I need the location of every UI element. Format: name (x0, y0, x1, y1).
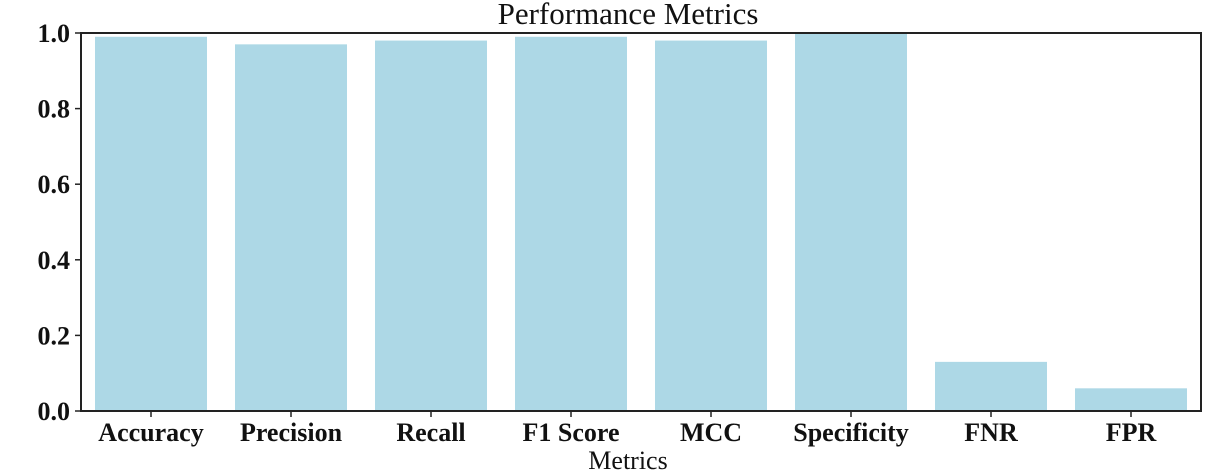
plot-frame (80, 32, 1202, 412)
bar-precision (235, 44, 347, 412)
x-tick-label: Accuracy (98, 418, 203, 447)
y-tick-label: 0.4 (38, 246, 71, 275)
x-tick-label: F1 Score (523, 418, 620, 447)
y-tick-label: 0.6 (38, 170, 71, 199)
x-axis: Accuracy Precision Recall F1 Score MCC Specif… (98, 411, 1156, 447)
bar-specificity (795, 33, 907, 411)
x-tick-label: Precision (240, 418, 343, 447)
bar-fnr (935, 361, 1047, 411)
x-tick-label: FNR (964, 418, 1018, 447)
bar-accuracy (95, 36, 207, 411)
x-tick-label: FPR (1106, 418, 1157, 447)
y-tick-label: 0.8 (38, 95, 71, 124)
y-axis: 0.0 0.2 0.4 0.6 0.8 1.0 (38, 19, 81, 426)
x-axis-label: Metrics (588, 446, 667, 473)
x-tick-label: Specificity (793, 418, 909, 447)
x-tick-label: Recall (396, 418, 465, 447)
bar-f1-score (515, 36, 627, 411)
chart-title: Performance Metrics (498, 0, 759, 31)
x-tick-label: MCC (680, 418, 742, 447)
y-tick-label: 0.2 (38, 321, 71, 350)
bars-group (95, 33, 1187, 412)
y-tick-label: 0.0 (38, 397, 71, 426)
y-tick-label: 1.0 (38, 19, 71, 48)
bar-fpr (1075, 388, 1187, 411)
bar-mcc (655, 40, 767, 412)
bar-recall (375, 40, 487, 412)
